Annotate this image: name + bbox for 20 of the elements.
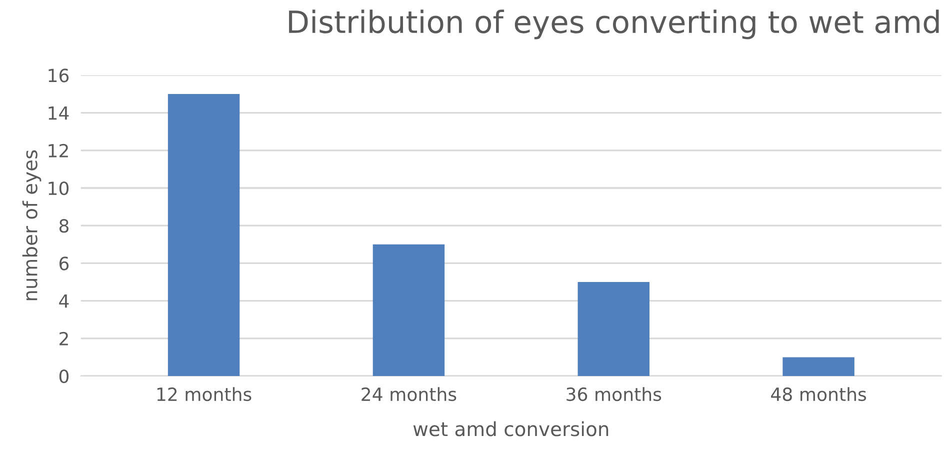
y-tick-label: 6	[59, 256, 69, 270]
bar	[578, 282, 650, 376]
y-tick-label: 2	[60, 332, 68, 346]
x-axis-title: wet amd conversion	[413, 421, 608, 436]
y-tick-label: 12	[48, 144, 68, 158]
y-tick-label: 10	[48, 181, 69, 196]
y-axis-title: number of eyes	[22, 150, 42, 300]
x-tick-label: 12 months	[157, 387, 252, 402]
bar	[372, 244, 445, 376]
y-tick-label: 4	[59, 294, 69, 308]
bar	[782, 357, 854, 376]
chart-title: Distribution of eyes converting to wet amd	[289, 10, 939, 40]
y-tick-label: 0	[59, 369, 69, 384]
y-tick-label: 16	[48, 68, 69, 82]
y-tick-label: 14	[48, 106, 69, 120]
x-tick-label: 24 months	[362, 387, 456, 402]
bar	[168, 94, 240, 376]
y-tick-label: 8	[59, 219, 68, 233]
x-tick-label: 48 months	[771, 387, 866, 402]
x-tick-label: 36 months	[566, 387, 662, 402]
